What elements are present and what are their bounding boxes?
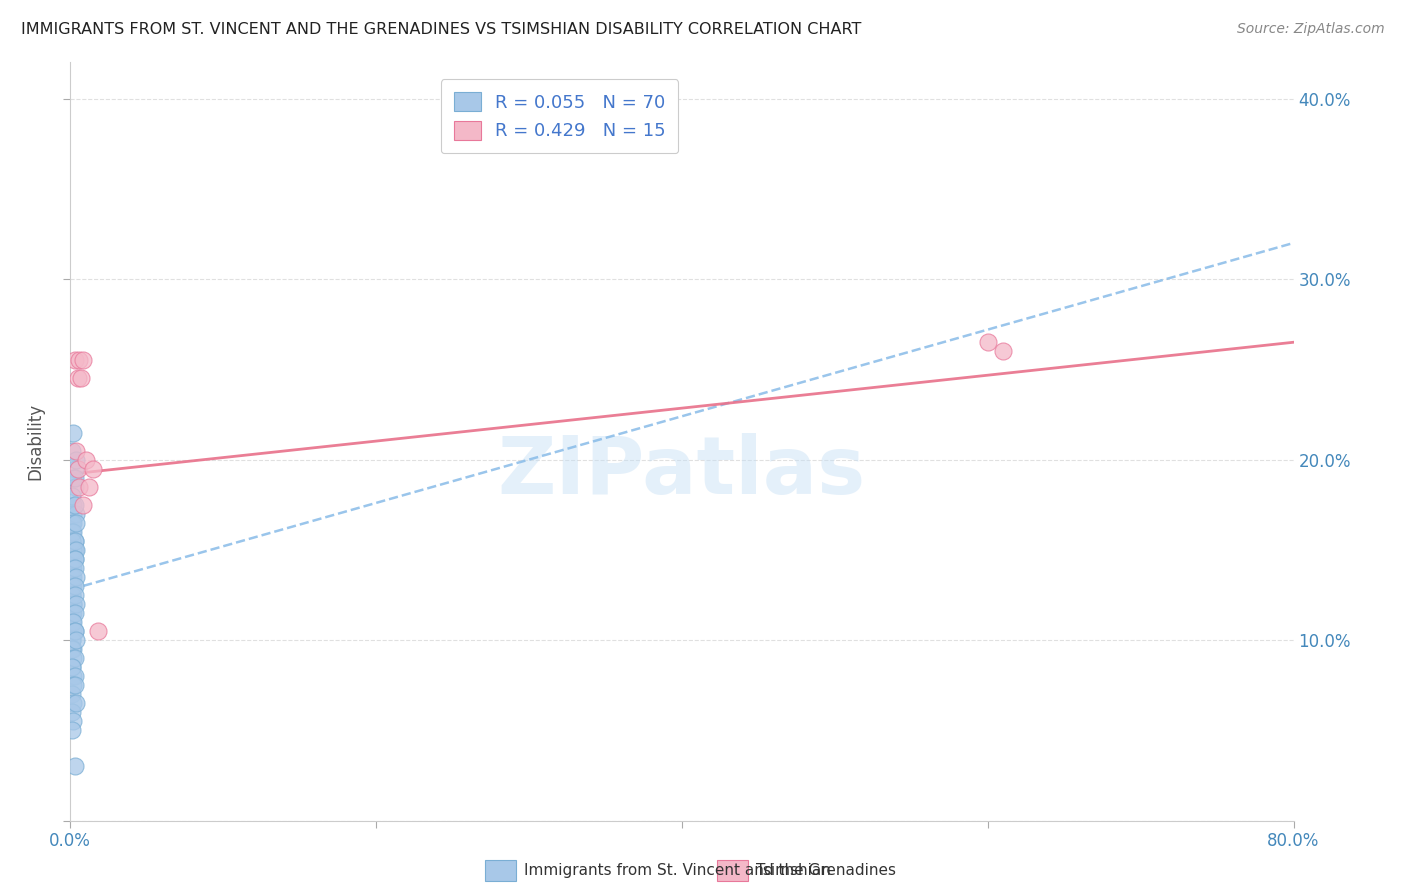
Point — [63, 552, 86, 566]
Point — [60, 642, 83, 657]
Point — [60, 588, 83, 602]
Point — [991, 344, 1014, 359]
Point — [60, 579, 83, 593]
Point — [62, 606, 84, 620]
Point — [82, 461, 104, 475]
Point — [62, 579, 84, 593]
Point — [60, 706, 83, 720]
Point — [63, 542, 86, 557]
Point — [62, 542, 84, 557]
Point — [62, 498, 84, 512]
Point — [63, 461, 86, 475]
Point — [87, 624, 110, 639]
Point — [62, 696, 84, 710]
Point — [63, 480, 86, 494]
Point — [60, 516, 83, 530]
Point — [65, 542, 87, 557]
Point — [66, 461, 89, 475]
Point — [60, 660, 83, 674]
Point — [65, 507, 87, 521]
Point — [60, 489, 83, 503]
Point — [62, 507, 84, 521]
Point — [63, 533, 86, 548]
Point — [69, 480, 91, 494]
Point — [63, 561, 86, 575]
Point — [60, 606, 83, 620]
Point — [62, 516, 84, 530]
Point — [63, 624, 86, 639]
Point — [60, 633, 83, 648]
Text: Source: ZipAtlas.com: Source: ZipAtlas.com — [1237, 22, 1385, 37]
Point — [65, 443, 87, 458]
Point — [60, 561, 83, 575]
Point — [77, 480, 100, 494]
Text: ZIPatlas: ZIPatlas — [498, 433, 866, 511]
Point — [60, 723, 83, 738]
Point — [62, 642, 84, 657]
Point — [62, 597, 84, 611]
Point — [62, 651, 84, 665]
Y-axis label: Disability: Disability — [27, 403, 45, 480]
Point — [63, 588, 86, 602]
Point — [60, 533, 83, 548]
Point — [62, 597, 84, 611]
Point — [62, 561, 84, 575]
Point — [62, 615, 84, 629]
Point — [72, 353, 94, 368]
Point — [62, 552, 84, 566]
Text: Tsimshian: Tsimshian — [756, 863, 831, 878]
Text: IMMIGRANTS FROM ST. VINCENT AND THE GRENADINES VS TSIMSHIAN DISABILITY CORRELATI: IMMIGRANTS FROM ST. VINCENT AND THE GREN… — [21, 22, 862, 37]
Point — [65, 696, 87, 710]
Point — [60, 552, 83, 566]
Point — [72, 498, 94, 512]
Point — [66, 371, 89, 385]
Point — [60, 615, 83, 629]
Point — [63, 470, 86, 484]
Point — [63, 606, 86, 620]
Point — [63, 669, 86, 683]
Point — [62, 669, 84, 683]
Point — [60, 588, 83, 602]
Point — [62, 470, 84, 484]
Point — [60, 443, 83, 458]
Point — [65, 516, 87, 530]
Point — [62, 425, 84, 440]
Point — [63, 579, 86, 593]
Point — [60, 570, 83, 584]
Point — [976, 335, 998, 350]
Point — [75, 452, 97, 467]
Point — [69, 353, 91, 368]
Point — [62, 624, 84, 639]
Point — [63, 624, 86, 639]
Point — [63, 678, 86, 692]
Point — [63, 651, 86, 665]
Text: Immigrants from St. Vincent and the Grenadines: Immigrants from St. Vincent and the Gren… — [524, 863, 897, 878]
Point — [63, 498, 86, 512]
Point — [70, 371, 93, 385]
Point — [63, 759, 86, 773]
Legend: R = 0.055   N = 70, R = 0.429   N = 15: R = 0.055 N = 70, R = 0.429 N = 15 — [441, 79, 678, 153]
Point — [63, 552, 86, 566]
Point — [65, 597, 87, 611]
Point — [62, 714, 84, 729]
Point — [65, 570, 87, 584]
Point — [62, 678, 84, 692]
Point — [62, 524, 84, 539]
Point — [60, 633, 83, 648]
Point — [60, 524, 83, 539]
Point — [63, 353, 86, 368]
Point — [63, 533, 86, 548]
Point — [65, 633, 87, 648]
Point — [65, 452, 87, 467]
Point — [60, 687, 83, 701]
Point — [60, 660, 83, 674]
Point — [62, 570, 84, 584]
